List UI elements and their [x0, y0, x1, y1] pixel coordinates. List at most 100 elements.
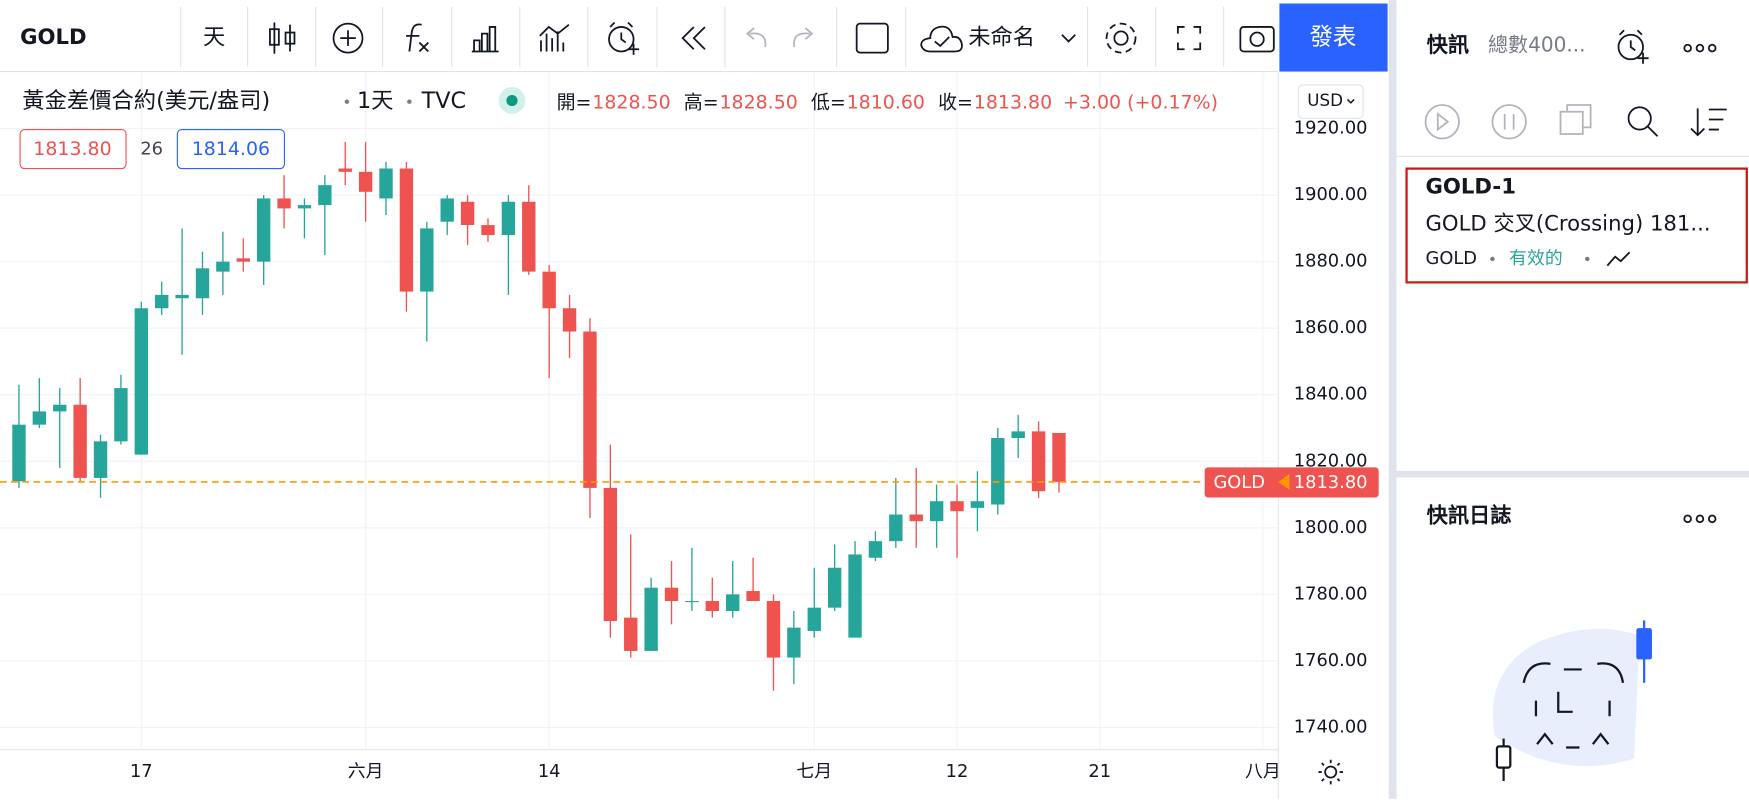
candle-body	[399, 168, 414, 292]
candle-body	[807, 607, 821, 631]
candle-body	[522, 201, 536, 272]
candle-body	[175, 294, 189, 299]
candle-body	[644, 587, 658, 651]
indicator-add-icon[interactable]	[332, 22, 364, 54]
compare-icon[interactable]	[539, 24, 570, 52]
layout-icon[interactable]	[855, 22, 889, 54]
candle-body	[277, 198, 291, 209]
alerts-title: 快訊	[1427, 32, 1469, 57]
high-label: 高=	[684, 91, 719, 113]
add-alert-icon[interactable]	[1617, 29, 1649, 64]
alert-controls	[1424, 104, 1592, 140]
fullscreen-icon[interactable]	[1177, 26, 1202, 51]
publish-label[interactable]: 發表	[1310, 23, 1357, 51]
candle-body	[481, 225, 495, 236]
y-tick-label: 1840.00	[1294, 384, 1368, 405]
screenshot-icon[interactable]	[1239, 26, 1275, 53]
alert-symbol: GOLD	[1426, 248, 1478, 269]
candle-body	[32, 411, 47, 425]
candle-icon[interactable]	[269, 22, 296, 54]
sort-icon[interactable]	[1690, 108, 1727, 137]
currency-button[interactable]	[1297, 84, 1364, 119]
x-tick-label: 14	[538, 761, 561, 782]
bid-box[interactable]	[19, 129, 127, 170]
layout-dropdown[interactable]	[1061, 34, 1076, 43]
replay-icon[interactable]	[681, 26, 706, 50]
undo-icon[interactable]	[745, 27, 767, 48]
y-tick-label: 1760.00	[1294, 650, 1368, 671]
candle-body	[664, 587, 679, 602]
layout-name[interactable]: 未命名	[968, 25, 1035, 51]
candle-body	[236, 258, 250, 262]
candle-body	[991, 437, 1005, 505]
change: +3.00 (+0.17%)	[1063, 91, 1218, 113]
candle-body	[12, 424, 26, 482]
price-label-box	[1204, 467, 1379, 498]
symbol[interactable]: GOLD	[20, 24, 87, 49]
x-tick-label: 21	[1088, 761, 1111, 782]
legend-interval: 1天	[357, 88, 393, 114]
candle-body	[134, 308, 149, 455]
settings-icon[interactable]	[1105, 22, 1137, 54]
alert-card[interactable]	[1405, 167, 1748, 284]
low-label: 低=	[811, 91, 846, 113]
candle-body	[379, 168, 393, 199]
candle-body	[929, 501, 944, 522]
x-tick-label: 六月	[348, 761, 384, 782]
more-icon[interactable]	[1683, 43, 1717, 53]
currency-chevron	[1346, 98, 1355, 104]
open-label: 開=	[557, 91, 592, 113]
fx-icon[interactable]	[406, 23, 429, 53]
candle-body	[542, 271, 556, 309]
alert-description[interactable]: GOLD 交叉(Crossing) 181...	[1426, 210, 1711, 235]
bars-icon[interactable]	[471, 26, 499, 53]
low-value: 1810.60	[847, 91, 925, 113]
ask[interactable]: 1814.06	[192, 138, 270, 160]
dot	[344, 99, 350, 104]
panel-divider	[1396, 470, 1749, 478]
x-tick-label: 七月	[796, 761, 832, 782]
y-tick-label: 1920.00	[1294, 118, 1368, 139]
candle-body	[195, 268, 210, 299]
redo-icon[interactable]	[793, 27, 814, 48]
spread: 26	[140, 139, 163, 160]
time-axis-settings[interactable]	[1318, 759, 1343, 785]
candle-body	[889, 514, 903, 542]
candle-body	[358, 171, 373, 192]
candle-body	[318, 185, 332, 206]
ask-box[interactable]	[176, 129, 285, 170]
dot	[1585, 256, 1590, 262]
y-tick-label: 1740.00	[1294, 716, 1368, 737]
candle-body	[970, 501, 985, 508]
candle-body	[766, 601, 781, 658]
alert-icon[interactable]	[608, 21, 640, 55]
candle-body	[1031, 431, 1046, 492]
candle-body	[685, 601, 699, 603]
currency[interactable]: USD	[1307, 90, 1343, 110]
candle-body	[868, 541, 883, 558]
candle-body	[73, 404, 87, 478]
candle-body	[562, 308, 577, 332]
separators	[180, 6, 1225, 68]
alert-type-icon	[1606, 251, 1631, 267]
candle-body	[93, 441, 108, 478]
candle-body	[950, 501, 964, 512]
candle-body	[216, 261, 230, 272]
interval-button[interactable]: 天	[203, 25, 225, 51]
sidebar: 快訊 總數400... GOLD-1 GOLD 交叉(Crossing) 181…	[1388, 0, 1749, 799]
market-status-dot	[506, 94, 518, 107]
candle-body	[827, 567, 842, 608]
candle-body	[583, 331, 597, 488]
publish-button[interactable]	[1279, 3, 1388, 72]
log-more-icon[interactable]	[1683, 514, 1717, 524]
alert-name[interactable]: GOLD-1	[1426, 174, 1516, 199]
bid[interactable]: 1813.80	[33, 138, 111, 160]
cloud-icon[interactable]	[920, 25, 963, 53]
x-tick-label: 八月	[1245, 761, 1281, 782]
candle-body	[848, 554, 862, 638]
candle-body	[746, 591, 760, 602]
log-title: 快訊日誌	[1427, 503, 1512, 528]
search-icon[interactable]	[1627, 106, 1659, 137]
candle-body	[420, 228, 434, 292]
